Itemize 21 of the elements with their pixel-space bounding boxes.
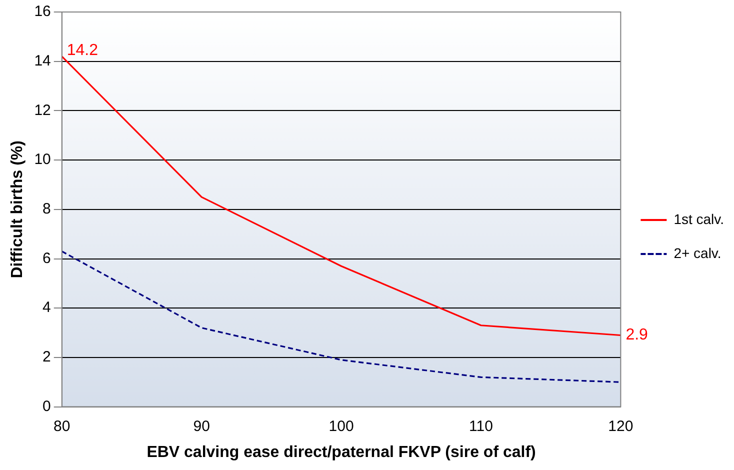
y-tick-label: 12	[34, 102, 51, 119]
y-axis-title: Difficult births (%)	[9, 140, 26, 278]
data-label: 2.9	[626, 326, 648, 344]
x-tick-label: 120	[608, 418, 634, 435]
x-axis-title: EBV calving ease direct/paternal FKVP (sire of calf)	[146, 444, 536, 461]
y-tick-label: 10	[34, 151, 51, 168]
y-tick-label: 14	[34, 52, 51, 70]
legend-label: 2+ calv.	[674, 244, 722, 261]
data-label: 14.2	[66, 42, 98, 59]
y-tick-label: 8	[42, 200, 51, 218]
x-tick-label: 80	[54, 418, 70, 435]
line-series	[62, 250, 621, 383]
legend-label: 1st calv.	[674, 210, 724, 227]
x-tick-label: 100	[328, 418, 354, 435]
y-tick-label: 2	[42, 348, 51, 366]
x-tick-label: 110	[469, 418, 493, 435]
y-tick-label: 6	[42, 250, 51, 267]
y-tick-label: 4	[42, 299, 51, 316]
y-tick-label: 16	[34, 3, 51, 20]
y-tick-label: 0	[42, 398, 51, 415]
x-tick-label: 90	[193, 418, 210, 435]
